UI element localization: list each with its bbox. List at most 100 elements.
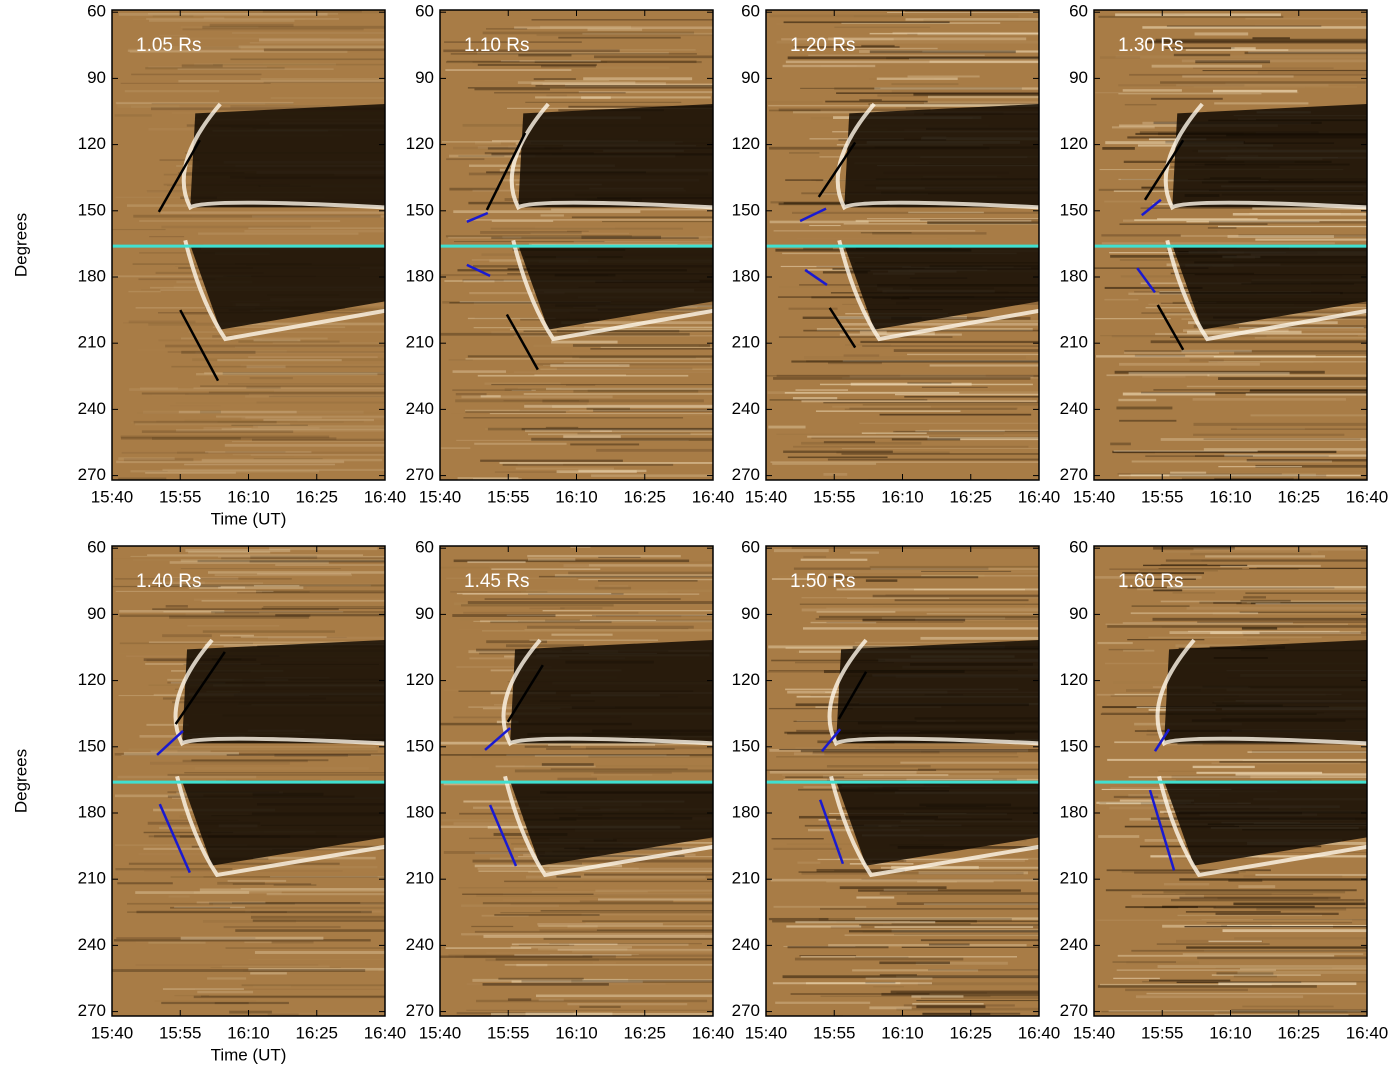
texture-streak	[133, 559, 309, 561]
x-axis-label: Time (UT)	[211, 509, 287, 528]
texture-streak	[828, 944, 1027, 947]
texture-streak	[1249, 390, 1367, 392]
texture-streak	[467, 601, 713, 605]
y-tick-label: 240	[1060, 935, 1088, 954]
texture-streak	[1256, 567, 1367, 569]
texture-streak	[907, 75, 980, 78]
texture-streak	[453, 210, 641, 214]
texture-streak	[1125, 906, 1198, 909]
texture-streak	[800, 956, 1018, 958]
texture-streak	[896, 1007, 1039, 1011]
texture-streak	[196, 373, 378, 376]
texture-streak	[1096, 801, 1192, 804]
texture-streak	[802, 627, 1039, 630]
bright-front	[827, 638, 1039, 747]
texture-streak	[546, 94, 567, 97]
texture-streak	[801, 608, 1039, 612]
texture-streak	[1185, 892, 1272, 896]
texture-streak	[506, 614, 713, 616]
texture-streak	[194, 988, 382, 991]
texture-streak	[1231, 47, 1256, 50]
y-tick-label: 240	[732, 935, 760, 954]
texture-streak	[822, 271, 868, 274]
texture-streak	[188, 393, 385, 395]
texture-streak	[254, 951, 385, 954]
texture-streak	[1239, 968, 1367, 970]
texture-streak	[207, 571, 385, 574]
texture-streak	[818, 918, 1012, 921]
texture-streak	[1161, 626, 1304, 628]
texture-streak	[521, 428, 713, 431]
texture-streak	[462, 593, 700, 595]
fit-line	[1140, 198, 1162, 217]
texture-streak	[921, 386, 988, 389]
texture-streak	[844, 934, 1039, 937]
texture-streak	[841, 22, 1001, 24]
texture-streak	[1190, 552, 1312, 556]
texture-streak	[531, 891, 648, 893]
texture-streak	[471, 925, 514, 928]
texture-streak	[148, 941, 206, 944]
texture-streak	[455, 399, 704, 403]
texture-streak	[838, 323, 1038, 326]
texture-streak	[113, 558, 360, 559]
texture-streak	[540, 25, 632, 29]
dark-region	[1164, 640, 1367, 744]
texture-streak	[782, 64, 876, 68]
y-tick-label: 180	[732, 802, 760, 821]
texture-streak	[1246, 459, 1367, 462]
texture-streak	[1243, 596, 1266, 599]
texture-streak	[595, 889, 713, 892]
texture-streak	[804, 356, 1026, 359]
texture-streak	[1194, 32, 1249, 36]
texture-streak	[841, 447, 1039, 450]
texture-streak	[1123, 351, 1220, 354]
texture-streak	[1118, 474, 1361, 477]
y-tick-label: 60	[741, 2, 760, 21]
texture-streak	[1243, 634, 1367, 636]
texture-streak	[1134, 290, 1198, 293]
texture-streak	[775, 1001, 871, 1004]
texture-streak	[185, 393, 249, 396]
texture-streak	[241, 417, 385, 420]
texture-streak	[182, 759, 308, 763]
texture-streak	[1095, 91, 1299, 94]
texture-streak	[1158, 568, 1243, 570]
texture-streak	[1129, 86, 1305, 88]
texture-streak	[1209, 359, 1261, 362]
texture-streak	[1125, 988, 1248, 992]
texture-streak	[489, 413, 713, 415]
texture-streak	[240, 636, 327, 638]
x-tick-label: 16:25	[295, 487, 338, 506]
texture-streak	[773, 549, 829, 553]
texture-streak	[187, 624, 280, 627]
texture-streak	[1096, 355, 1316, 358]
texture-streak	[1169, 336, 1213, 339]
texture-streak	[528, 593, 624, 596]
texture-streak	[192, 358, 385, 362]
texture-streak	[448, 954, 713, 957]
texture-streak	[573, 389, 699, 393]
texture-streak	[539, 854, 685, 857]
texture-streak	[579, 900, 674, 903]
fit-line	[466, 211, 489, 223]
texture-streak	[237, 592, 385, 594]
fit-line	[488, 804, 518, 867]
texture-streak	[445, 69, 572, 72]
texture-streak	[823, 774, 1039, 778]
texture-streak	[231, 428, 252, 430]
texture-streak	[570, 443, 640, 446]
texture-streak	[557, 777, 597, 781]
texture-streak	[514, 769, 713, 773]
texture-streak	[563, 435, 621, 439]
texture-streak	[1122, 622, 1293, 624]
texture-streak	[1243, 875, 1343, 878]
x-tick-label: 15:55	[1141, 487, 1184, 506]
texture-streak	[461, 934, 706, 937]
texture-streak	[523, 853, 696, 857]
texture-streak	[1111, 335, 1267, 338]
texture-streak	[511, 943, 618, 946]
texture-streak	[891, 316, 1031, 320]
texture-streak	[1160, 600, 1367, 603]
texture-streak	[581, 96, 611, 99]
